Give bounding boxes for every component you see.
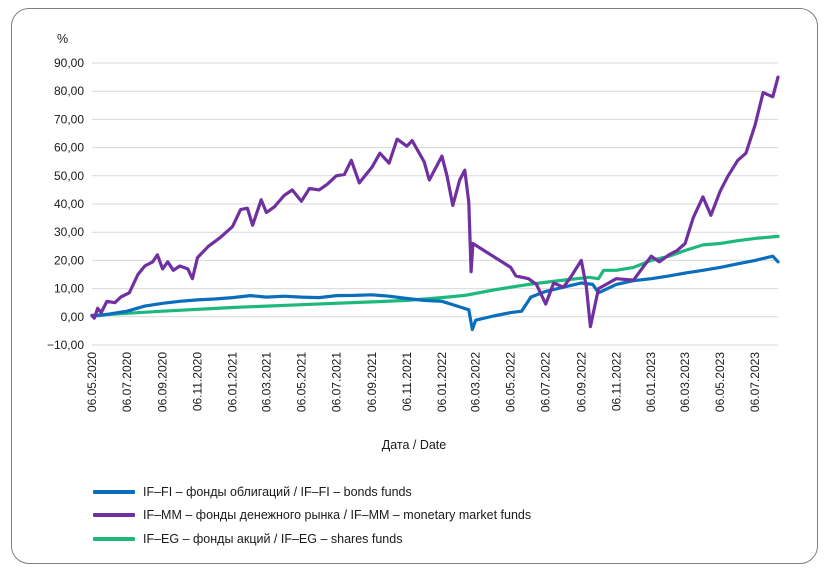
series-line-1 (90, 75, 780, 329)
gridlines (92, 62, 778, 346)
series-line-2 (90, 234, 780, 317)
x-tick-label: 06.01.2021 (226, 352, 240, 412)
x-tick-label: 06.11.2020 (191, 352, 205, 411)
x-tick-label: 06.05.2021 (294, 352, 308, 412)
x-tick-label: 06.09.2022 (574, 352, 588, 412)
legend-swatch-shares-funds (93, 536, 135, 541)
y-tick-label: 30,00 (54, 225, 84, 239)
legend-label-monetary-market-funds: IF–MM – фонды денежного рынка / IF–MM – … (143, 508, 532, 523)
x-tick-label: 06.03.2022 (469, 352, 483, 412)
series-lines (90, 75, 780, 332)
x-tick-label: 06.07.2021 (329, 352, 343, 412)
x-tick-label: 06.03.2023 (678, 352, 692, 412)
x-tick-label: 06.07.2022 (539, 352, 553, 412)
y-tick-label: 80,00 (54, 84, 84, 98)
x-tick-label: 06.11.2022 (609, 352, 623, 411)
legend-item-shares-funds: IF–EG – фонды акций / IF–EG – shares fun… (93, 527, 793, 551)
y-tick-label: 20,00 (54, 253, 84, 267)
y-tick-label: −10,00 (47, 338, 84, 352)
x-axis-title: Дата / Date (382, 438, 447, 452)
series-line-0 (90, 254, 780, 332)
y-tick-label: 10,00 (54, 282, 84, 296)
y-tick-label: 40,00 (54, 197, 84, 211)
x-tick-label: 06.07.2023 (748, 352, 762, 412)
x-tick-label: 06.05.2023 (713, 352, 727, 412)
y-tick-label: 0,00 (61, 310, 85, 324)
legend-item-bonds-funds: IF–FI – фонды облигаций / IF–FI – bonds … (93, 480, 793, 504)
x-tick-label: 06.05.2020 (85, 352, 99, 412)
x-tick-label: 06.01.2023 (644, 352, 658, 412)
chart-frame (11, 8, 818, 564)
x-tick-label: 06.09.2020 (156, 352, 170, 412)
y-axis-unit-label: % (57, 32, 68, 46)
legend-swatch-bonds-funds (93, 489, 135, 494)
legend-swatch-monetary-market-funds (93, 513, 135, 518)
x-tick-label: 06.03.2021 (259, 352, 273, 412)
y-axis-tick-labels: 90,00 80,00 70,00 60,00 50,00 40,00 30,00 20,00… (47, 56, 84, 352)
y-tick-label: 60,00 (54, 141, 84, 155)
x-tick-label: 06.09.2021 (365, 352, 379, 412)
legend-label-bonds-funds: IF–FI – фонды облигаций / IF–FI – bonds … (143, 484, 412, 499)
y-tick-label: 50,00 (54, 169, 84, 183)
x-tick-label: 06.11.2021 (400, 352, 414, 411)
chart-legend: IF–FI – фонды облигаций / IF–FI – bonds … (93, 480, 793, 551)
x-tick-label: 06.07.2020 (120, 352, 134, 412)
legend-item-monetary-market-funds: IF–MM – фонды денежного рынка / IF–MM – … (93, 504, 793, 528)
x-tick-label: 06.01.2022 (435, 352, 449, 412)
y-tick-label: 70,00 (54, 112, 84, 126)
legend-label-shares-funds: IF–EG – фонды акций / IF–EG – shares fun… (143, 531, 403, 546)
y-tick-label: 90,00 (54, 56, 84, 70)
x-tick-label: 06.05.2022 (504, 352, 518, 412)
x-axis-tick-labels: 06.05.2020 06.07.2020 06.09.2020 06.11.2020… (85, 352, 762, 412)
